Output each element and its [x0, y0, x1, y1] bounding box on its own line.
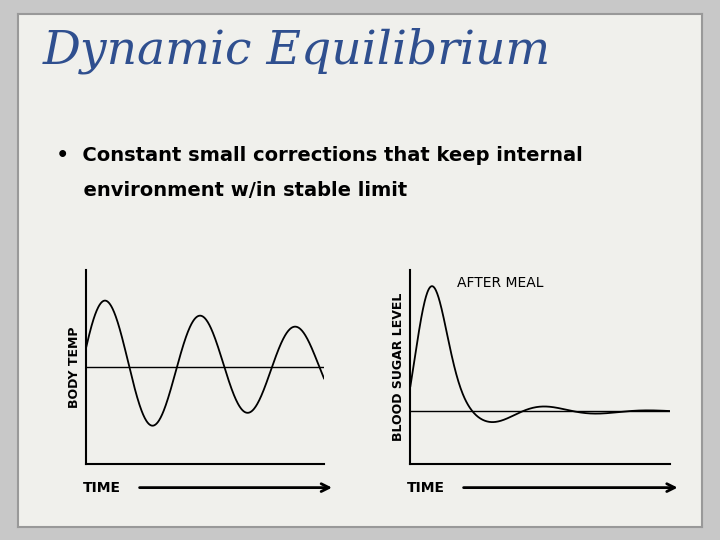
Text: environment w/in stable limit: environment w/in stable limit — [43, 181, 408, 200]
Y-axis label: BODY TEMP: BODY TEMP — [68, 327, 81, 408]
Text: AFTER MEAL: AFTER MEAL — [457, 276, 544, 290]
Y-axis label: BLOOD SUGAR LEVEL: BLOOD SUGAR LEVEL — [392, 293, 405, 441]
Text: Dynamic Equilibrium: Dynamic Equilibrium — [43, 27, 552, 73]
Text: TIME: TIME — [407, 481, 445, 495]
Text: TIME: TIME — [83, 481, 121, 495]
Text: •  Constant small corrections that keep internal: • Constant small corrections that keep i… — [43, 146, 583, 165]
